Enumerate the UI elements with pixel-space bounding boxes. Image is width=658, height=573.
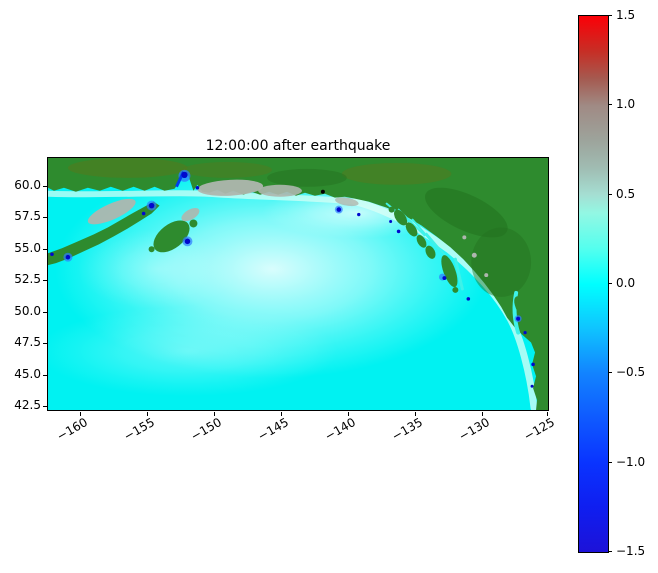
- land-texture: [67, 158, 532, 297]
- glacier-gray-patches: [87, 179, 489, 278]
- colorbar: [578, 15, 609, 553]
- x-tick-label: −125: [521, 415, 557, 444]
- x-tick: [482, 412, 483, 416]
- y-tick: [43, 406, 47, 407]
- colorbar-tick: [608, 104, 612, 105]
- y-tick-label: 42.5: [14, 398, 41, 412]
- colorbar-tick: [608, 283, 612, 284]
- x-tick-label: −145: [255, 415, 291, 444]
- y-tick-label: 55.0: [14, 241, 41, 255]
- y-tick: [43, 343, 47, 344]
- x-tick: [80, 412, 81, 416]
- colorbar-tick: [608, 194, 612, 195]
- land-mainland: [48, 158, 548, 410]
- x-tick-label: −140: [322, 415, 358, 444]
- negative-amplitude-spots: [50, 169, 535, 388]
- epicenter-marker: [320, 189, 325, 194]
- y-tick-label: 52.5: [14, 272, 41, 286]
- colorbar-tick: [608, 15, 612, 16]
- colorbar-tick-label: −1.0: [616, 455, 646, 469]
- y-tick-label: 60.0: [14, 178, 41, 192]
- colorbar-tick-label: 0.0: [616, 276, 636, 290]
- x-tick-label: −155: [121, 415, 157, 444]
- colorbar-tick-label: −1.5: [616, 544, 646, 558]
- land-alaska-peninsula: [48, 201, 160, 266]
- x-tick: [415, 412, 416, 416]
- x-tick-label: −150: [188, 415, 224, 444]
- colorbar-tick-label: 1.0: [616, 97, 636, 111]
- plot-title: 12:00:00 after earthquake: [205, 138, 391, 154]
- x-tick-label: −135: [389, 415, 425, 444]
- y-tick-label: 57.5: [14, 209, 41, 223]
- colorbar-tick-label: −0.5: [616, 365, 646, 379]
- map-canvas: [48, 158, 548, 410]
- x-tick: [214, 412, 215, 416]
- y-tick-label: 45.0: [14, 367, 41, 381]
- y-tick: [43, 249, 47, 250]
- y-tick-label: 50.0: [14, 304, 41, 318]
- x-tick: [348, 412, 349, 416]
- y-tick: [43, 217, 47, 218]
- colorbar-tick-label: 1.5: [616, 8, 636, 22]
- x-tick: [547, 412, 548, 416]
- x-tick-label: −160: [54, 415, 90, 444]
- x-tick-label: −130: [456, 415, 492, 444]
- map-plot-area: [47, 157, 549, 411]
- colorbar-tick: [608, 462, 612, 463]
- colorbar-tick-label: 0.5: [616, 187, 636, 201]
- colorbar-tick: [608, 551, 612, 552]
- y-tick: [43, 312, 47, 313]
- colorbar-tick: [608, 372, 612, 373]
- y-tick-label: 47.5: [14, 335, 41, 349]
- islands: [148, 206, 542, 332]
- island-vancouver: [514, 296, 542, 332]
- island-kodiak: [153, 220, 190, 253]
- x-tick: [281, 412, 282, 416]
- y-tick: [43, 375, 47, 376]
- island-haida-gwaii: [441, 255, 458, 288]
- y-tick: [43, 186, 47, 187]
- y-tick: [43, 280, 47, 281]
- x-tick: [147, 412, 148, 416]
